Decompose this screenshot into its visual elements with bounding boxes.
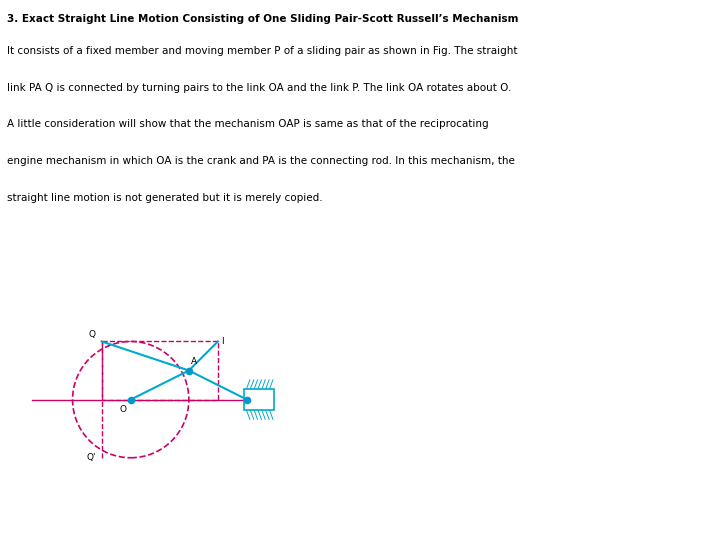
Text: A: A (192, 357, 197, 366)
Text: 3. Exact Straight Line Motion Consisting of One Sliding Pair-Scott Russell’s Mec: 3. Exact Straight Line Motion Consisting… (7, 14, 518, 24)
Point (125, 395, 137, 404)
Text: O: O (119, 406, 126, 414)
Text: engine mechanism in which OA is the crank and PA is the connecting rod. In this : engine mechanism in which OA is the cran… (7, 156, 515, 166)
Text: I: I (222, 337, 224, 346)
Text: Q: Q (89, 330, 96, 339)
FancyBboxPatch shape (243, 389, 274, 410)
Text: link PA Q is connected by turning pairs to the link OA and the link P. The link : link PA Q is connected by turning pairs … (7, 83, 512, 93)
Point (183, 366, 194, 375)
Text: straight line motion is not generated but it is merely copied.: straight line motion is not generated bu… (7, 193, 323, 203)
Text: P: P (267, 395, 272, 404)
Text: A little consideration will show that the mechanism OAP is same as that of the r: A little consideration will show that th… (7, 119, 489, 130)
Text: It consists of a fixed member and moving member P of a sliding pair as shown in : It consists of a fixed member and moving… (7, 46, 518, 56)
Text: Q': Q' (86, 453, 96, 462)
Point (241, 395, 253, 404)
